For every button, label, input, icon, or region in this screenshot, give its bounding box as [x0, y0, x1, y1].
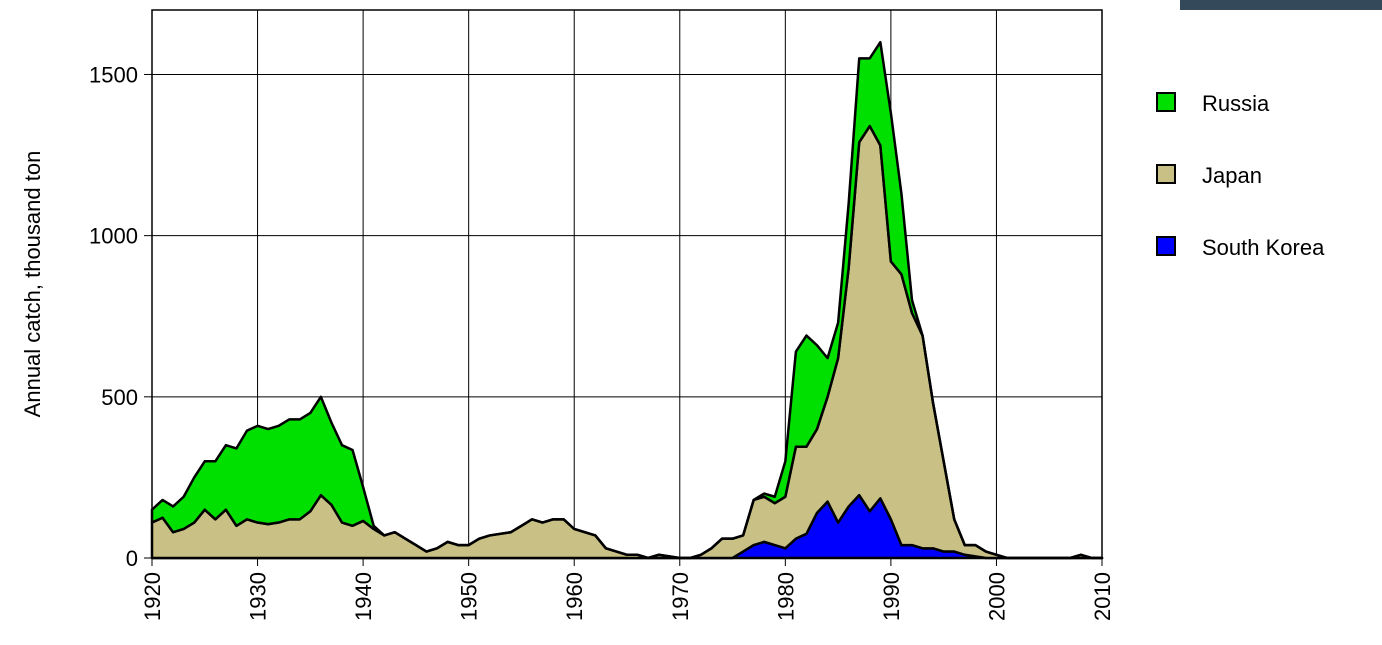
- legend-label: South Korea: [1202, 235, 1325, 260]
- x-tick-label: 1940: [351, 572, 376, 621]
- plot-frame: [151, 9, 1103, 559]
- x-tick-label: 1990: [879, 572, 904, 621]
- x-tick-label: 2000: [984, 572, 1009, 621]
- x-tick-label: 1930: [246, 572, 271, 621]
- y-tick-label: 500: [101, 385, 138, 410]
- legend-label: Russia: [1202, 91, 1270, 116]
- photo-fragment: [1180, 0, 1382, 10]
- y-tick-label: 1000: [89, 224, 138, 249]
- x-tick-label: 2010: [1090, 572, 1115, 621]
- legend-swatch: [1156, 236, 1176, 256]
- y-tick-label: 1500: [89, 62, 138, 87]
- x-tick-label: 1920: [140, 572, 165, 621]
- x-tick-label: 1980: [773, 572, 798, 621]
- legend-label: Japan: [1202, 163, 1262, 188]
- y-tick-label: 0: [126, 546, 138, 571]
- y-axis-label: Annual catch, thousand ton: [20, 151, 45, 418]
- legend-swatch: [1156, 92, 1176, 112]
- x-tick-label: 1960: [562, 572, 587, 621]
- x-tick-label: 1970: [668, 572, 693, 621]
- legend-swatch: [1156, 164, 1176, 184]
- x-tick-label: 1950: [457, 572, 482, 621]
- area: [150, 40, 1104, 560]
